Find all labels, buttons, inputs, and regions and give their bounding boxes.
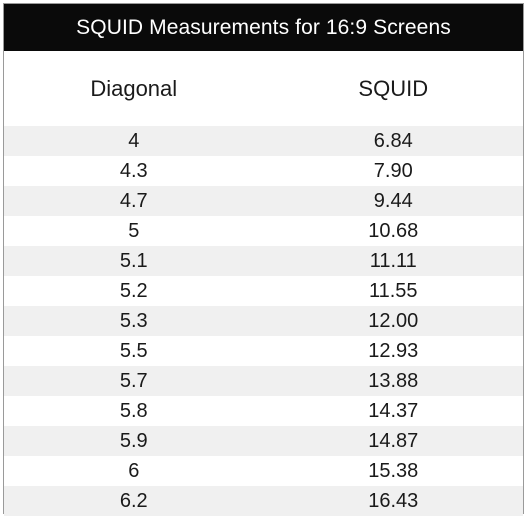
squid-table: SQUID Measurements for 16:9 Screens Diag… (3, 3, 524, 516)
diagonal-cell: 5.1 (119, 249, 148, 272)
squid-cell: 7.90 (373, 159, 413, 182)
diagonal-cell: 5.9 (119, 429, 148, 452)
diagonal-cell: 5.8 (119, 399, 148, 422)
squid-cell: 13.88 (368, 369, 419, 392)
squid-cell: 11.11 (369, 249, 417, 272)
squid-cell: 6.84 (373, 129, 413, 152)
table-row: 5.7 13.88 (4, 366, 523, 396)
squid-cell: 14.87 (368, 429, 419, 452)
squid-cell: 14.37 (368, 399, 419, 422)
squid-cell: 11.55 (368, 279, 418, 302)
table-row: 4.7 9.44 (4, 186, 523, 216)
table-row: 5.1 11.11 (4, 246, 523, 276)
table-row: 4 6.84 (4, 126, 523, 156)
squid-cell: 12.00 (368, 309, 419, 332)
table-row: 5.5 12.93 (4, 336, 523, 366)
diagonal-cell: 6.2 (119, 489, 148, 512)
squid-cell: 10.68 (368, 219, 419, 242)
table-row: 5.2 11.55 (4, 276, 523, 306)
table-header-row: Diagonal SQUID (4, 51, 523, 126)
diagonal-cell: 5.7 (119, 369, 148, 392)
diagonal-cell: 5.5 (119, 339, 148, 362)
table-row: 5.9 14.87 (4, 426, 523, 456)
table-row: 4.3 7.90 (4, 156, 523, 186)
squid-cell: 9.44 (373, 189, 413, 212)
table-title: SQUID Measurements for 16:9 Screens (4, 4, 523, 51)
table-row: 6 15.38 (4, 456, 523, 486)
table-row: 5 10.68 (4, 216, 523, 246)
table-row: 6.2 16.43 (4, 486, 523, 516)
diagonal-cell: 6 (128, 459, 140, 482)
table-row: 5.8 14.37 (4, 396, 523, 426)
squid-cell: 12.93 (368, 339, 419, 362)
column-header-squid: SQUID (358, 75, 429, 101)
table-row: 5.3 12.00 (4, 306, 523, 336)
table-body: 4 6.84 4.3 7.90 4.7 9.44 5 10.68 5.1 11.… (4, 126, 523, 516)
squid-cell: 16.43 (368, 489, 419, 512)
diagonal-cell: 4.3 (119, 159, 148, 182)
diagonal-cell: 4 (128, 129, 140, 152)
diagonal-cell: 5 (128, 219, 140, 242)
squid-cell: 15.38 (368, 459, 419, 482)
diagonal-cell: 5.3 (119, 309, 148, 332)
diagonal-cell: 4.7 (119, 189, 148, 212)
column-header-diagonal: Diagonal (90, 75, 178, 101)
diagonal-cell: 5.2 (119, 279, 148, 302)
